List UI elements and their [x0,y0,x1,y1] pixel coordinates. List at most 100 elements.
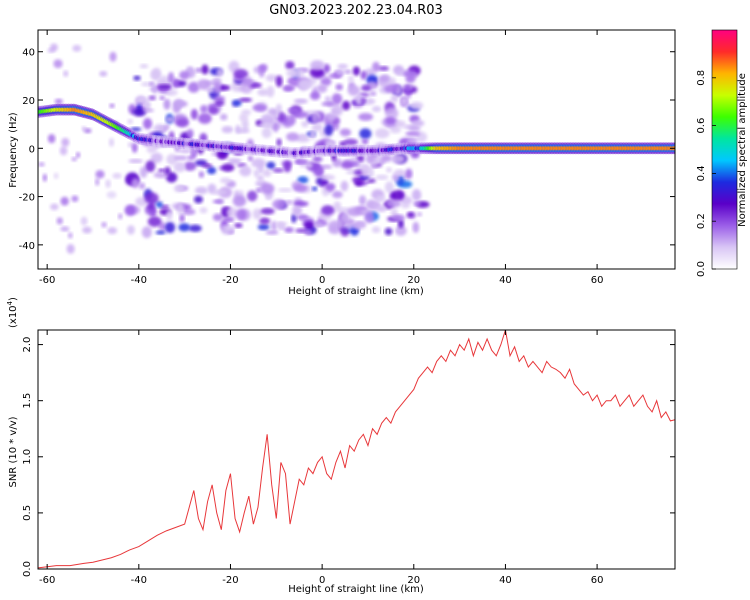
colorbar-gradient [712,30,737,269]
noise-blob [105,179,111,189]
noise-blob [335,69,344,76]
noise-blob [287,108,300,113]
spectrogram-x-label: Height of straight line (km) [288,286,424,297]
noise-blob [275,75,283,88]
noise-blob [313,222,323,228]
noise-blob [173,184,186,193]
noise-blob [153,171,169,179]
noise-blob [198,171,205,178]
y-tick-label: 0.5 [22,505,33,521]
noise-blob [361,138,369,145]
noise-blob [50,43,58,52]
noise-blob [293,200,309,207]
snr-x-label: Height of straight line (km) [288,584,424,595]
snr-panel: -60 -40 -20 0 20 40 60 0.0 0.5 1.0 1.5 2.0 Height … [6,297,676,595]
noise-blob [292,205,303,216]
noise-blob [378,66,390,71]
noise-blob [146,145,158,154]
noise-blob [133,75,141,81]
noise-blob [331,190,343,199]
noise-blob [221,125,234,134]
x-tick-label: 20 [407,575,420,586]
noise-blob [253,169,259,178]
noise-blob [151,67,162,80]
noise-blob [384,227,393,236]
noise-blob [275,221,288,227]
noise-blob [293,98,308,104]
noise-blob [335,83,343,91]
noise-blob [101,221,107,228]
noise-blob [67,232,73,239]
y-tick-label: 1.0 [22,449,33,465]
noise-blob [239,113,249,123]
noise-blob [405,168,413,180]
noise-blob [321,101,336,107]
noise-blob [310,60,325,71]
y-tick-label: -40 [19,241,35,252]
noise-blob [406,211,415,218]
noise-blob [150,152,163,164]
noise-blob [144,100,151,111]
noise-blob [176,118,190,128]
noise-blob [267,108,278,115]
noise-blob [321,205,334,216]
noise-blob [284,226,294,233]
noise-blob [239,165,252,177]
noise-blob [187,81,200,93]
noise-blob [403,69,418,79]
noise-blob [380,159,386,164]
noise-blob [131,142,138,153]
noise-blob [288,114,296,126]
noise-blob [66,244,75,254]
colorbar-ticks: 0.0 0.2 0.4 0.6 0.8 [696,70,716,277]
noise-blob [360,70,367,80]
noise-blob [309,91,321,101]
noise-blob [60,196,69,206]
noise-blob [285,199,294,205]
y-tick-label: 0 [29,144,35,155]
noise-blob [293,184,308,193]
noise-blob [342,100,351,111]
noise-blob [266,85,275,98]
noise-blob [259,217,271,225]
noise-blob [153,123,167,134]
noise-blob [60,226,70,232]
x-tick-label: -20 [222,575,238,586]
noise-blob [241,76,253,86]
noise-blob [193,195,203,204]
noise-blob [361,164,370,177]
noise-blob [159,95,166,101]
noise-blob [335,219,345,230]
noise-blob [108,137,115,147]
noise-blob [179,214,185,223]
noise-blob [309,129,316,140]
noise-blob [155,230,166,235]
noise-blob [252,103,267,112]
noise-blob [136,97,148,102]
noise-blob [195,67,202,73]
y-tick-label: 40 [22,48,35,59]
spectrogram-x-ticks: -60 -40 -20 0 20 40 60 [39,30,603,286]
noise-blob [212,189,227,195]
y-tick-label: 20 [22,96,35,107]
noise-blob [178,148,193,154]
noise-blob [337,63,348,70]
noise-blob [109,51,117,62]
noise-blob [56,217,63,225]
x-tick-label: -20 [222,275,238,286]
noise-blob [166,153,179,166]
y-tick-label: -20 [19,193,35,204]
noise-blob [304,229,312,236]
noise-blob [212,199,224,204]
noise-blob [375,174,389,180]
noise-blob [220,113,228,121]
noise-blob [379,74,390,83]
noise-blob [390,154,405,164]
noise-blob [346,206,361,217]
noise-blob [385,107,399,120]
noise-blob [390,190,405,201]
noise-blob [258,122,273,128]
noise-blob [403,84,412,95]
noise-blob [71,195,79,203]
